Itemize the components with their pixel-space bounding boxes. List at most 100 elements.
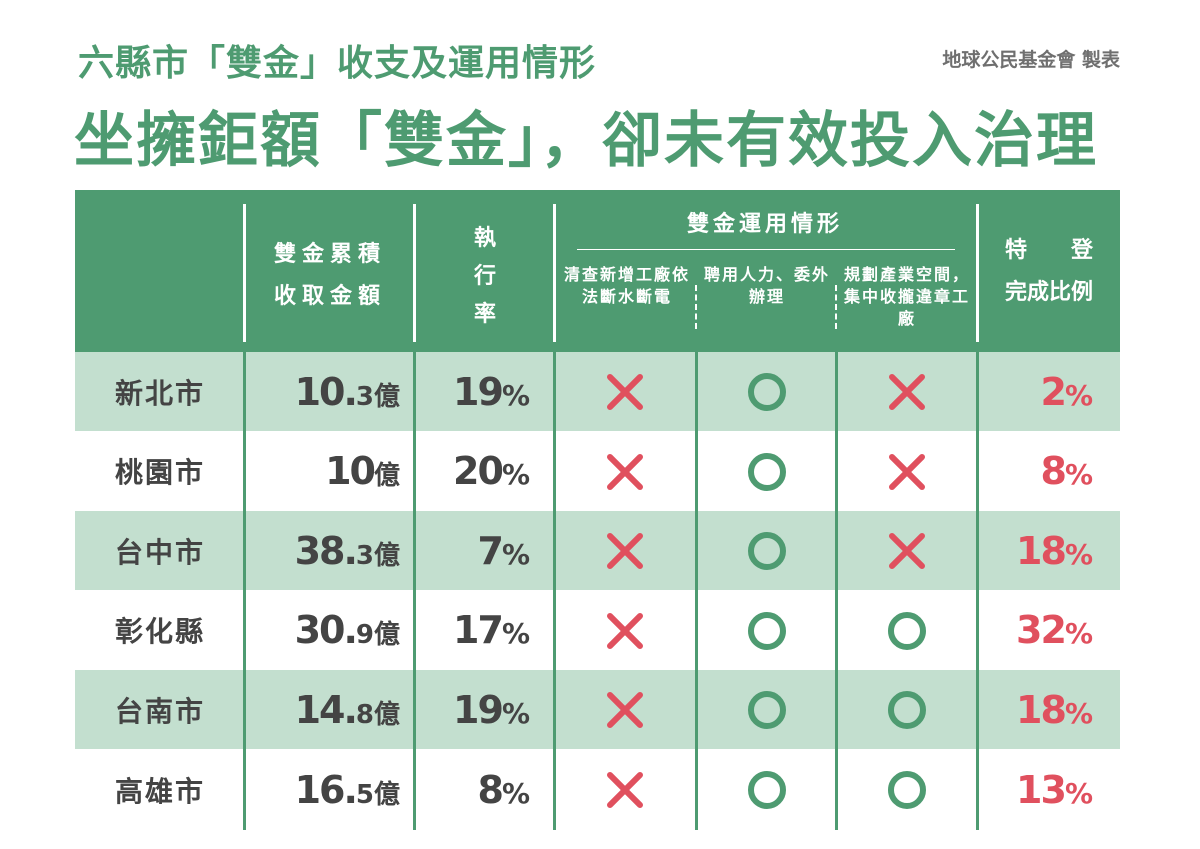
ratio-number: 18 xyxy=(1016,528,1067,573)
header-rate-char: 率 xyxy=(473,302,496,327)
cross-icon xyxy=(607,453,643,490)
circle-icon xyxy=(748,691,786,730)
header-rate-char: 執 xyxy=(473,226,496,251)
header-special-ratio: 特 登 完成比例 xyxy=(978,230,1120,314)
column-divider xyxy=(695,352,698,830)
header-usage-staffing: 聘用人力、委外辦理 xyxy=(703,265,830,306)
rate-value: 20% xyxy=(453,449,530,493)
column-divider xyxy=(413,352,416,830)
credit: 地球公民基金會 製表 xyxy=(942,49,1120,71)
rate-cell: 7% xyxy=(415,511,530,590)
amount-decimal: 5 xyxy=(355,779,374,810)
circle-icon xyxy=(748,452,786,491)
amount-cell: 10.3億 xyxy=(245,352,400,431)
rate-number: 17 xyxy=(453,608,504,653)
amount-value: 10億 xyxy=(325,449,400,493)
column-divider xyxy=(976,352,979,830)
header-usage-zoning: 規劃產業空間，集中收攏違章工廠 xyxy=(843,265,970,328)
table-row: 新北市 10.3億 19% 2% xyxy=(75,352,1120,431)
amount-integer: 30. xyxy=(294,608,358,653)
header-amount-line2: 收取金額 xyxy=(273,284,386,309)
city-name: 桃園市 xyxy=(114,456,205,490)
cross-icon xyxy=(607,612,643,649)
cross-icon xyxy=(889,374,925,410)
rate-number: 8 xyxy=(477,767,503,812)
rate-number: 7 xyxy=(477,528,503,573)
header-amount-line1: 雙金累積 xyxy=(273,242,386,267)
ratio-number: 13 xyxy=(1016,767,1067,812)
amount-cell: 14.8億 xyxy=(245,670,400,749)
percent-sign: % xyxy=(501,458,530,492)
amount-integer: 10 xyxy=(325,449,376,494)
ratio-value: 18% xyxy=(1016,688,1093,732)
percent-sign: % xyxy=(501,696,530,730)
header-rate: 執 行 率 xyxy=(415,220,555,334)
amount-unit: 億 xyxy=(373,779,400,810)
header-amount: 雙金累積 收取金額 xyxy=(245,234,415,318)
header-dashed-divider xyxy=(835,285,837,329)
ratio-cell: 18% xyxy=(978,511,1093,590)
amount-value: 16.5億 xyxy=(295,768,400,812)
table-row: 彰化縣 30.9億 17% 32% xyxy=(75,590,1120,670)
percent-sign: % xyxy=(501,537,530,571)
ratio-value: 8% xyxy=(1040,449,1093,493)
percent-sign: % xyxy=(1064,458,1093,492)
amount-unit: 億 xyxy=(373,461,400,492)
amount-integer: 14. xyxy=(294,687,358,732)
amount-unit: 億 xyxy=(373,381,400,412)
amount-cell: 38.3億 xyxy=(245,511,400,590)
rate-number: 20 xyxy=(453,449,504,494)
amount-integer: 16. xyxy=(294,767,358,812)
column-divider xyxy=(835,352,838,830)
amount-decimal: 8 xyxy=(355,699,374,730)
table-row: 桃園市 10億 20% 8% xyxy=(75,431,1120,511)
rate-value: 19% xyxy=(453,370,530,414)
subtitle: 六縣市「雙金」收支及運用情形 xyxy=(78,43,597,84)
amount-unit: 億 xyxy=(373,620,400,651)
city-name: 新北市 xyxy=(114,376,205,410)
percent-sign: % xyxy=(501,617,530,651)
city-name: 台中市 xyxy=(114,535,205,569)
table-row: 台中市 38.3億 7% 18% xyxy=(75,511,1120,591)
percent-sign: % xyxy=(1064,617,1093,651)
column-divider xyxy=(553,352,556,830)
amount-decimal: 9 xyxy=(355,620,374,651)
ratio-number: 2 xyxy=(1040,369,1066,414)
rate-value: 19% xyxy=(453,688,530,732)
cross-icon xyxy=(607,374,643,410)
amount-value: 38.3億 xyxy=(295,529,400,573)
table-row: 高雄市 16.5億 8% 13% xyxy=(75,750,1120,829)
city-name: 彰化縣 xyxy=(114,615,205,649)
amount-unit: 億 xyxy=(373,540,400,571)
percent-sign: % xyxy=(1064,537,1093,571)
rate-cell: 20% xyxy=(415,432,530,511)
rate-value: 17% xyxy=(453,608,530,652)
percent-sign: % xyxy=(1064,776,1093,810)
header-usage-cutoff: 清查新增工廠依法斷水斷電 xyxy=(563,265,690,306)
amount-cell: 30.9億 xyxy=(245,591,400,670)
amount-decimal: 3 xyxy=(355,381,374,412)
amount-value: 30.9億 xyxy=(295,608,400,652)
circle-icon xyxy=(748,771,786,809)
rate-value: 8% xyxy=(477,768,530,812)
circle-icon xyxy=(748,532,786,571)
ratio-cell: 13% xyxy=(978,750,1093,829)
amount-cell: 16.5億 xyxy=(245,750,400,829)
header-usage-group: 雙金運用情形 xyxy=(686,212,843,237)
ratio-number: 8 xyxy=(1040,449,1066,494)
ratio-cell: 8% xyxy=(978,432,1093,511)
data-table: 雙金累積 收取金額 執 行 率 雙金運用情形 清查新增工廠依法斷水斷電 聘用人力… xyxy=(75,190,1120,830)
ratio-number: 32 xyxy=(1016,608,1067,653)
header-special-line1: 特 登 xyxy=(1004,238,1093,263)
circle-icon xyxy=(748,373,786,411)
header-divider xyxy=(976,204,979,342)
header-dashed-divider xyxy=(695,285,697,329)
cross-icon xyxy=(607,692,643,729)
percent-sign: % xyxy=(1064,378,1093,412)
table-header: 雙金累積 收取金額 執 行 率 雙金運用情形 清查新增工廠依法斷水斷電 聘用人力… xyxy=(75,190,1120,352)
header-group-divider xyxy=(577,249,955,250)
ratio-cell: 32% xyxy=(978,591,1093,670)
amount-value: 14.8億 xyxy=(295,688,400,732)
cross-icon xyxy=(889,453,925,490)
rate-cell: 8% xyxy=(415,750,530,829)
